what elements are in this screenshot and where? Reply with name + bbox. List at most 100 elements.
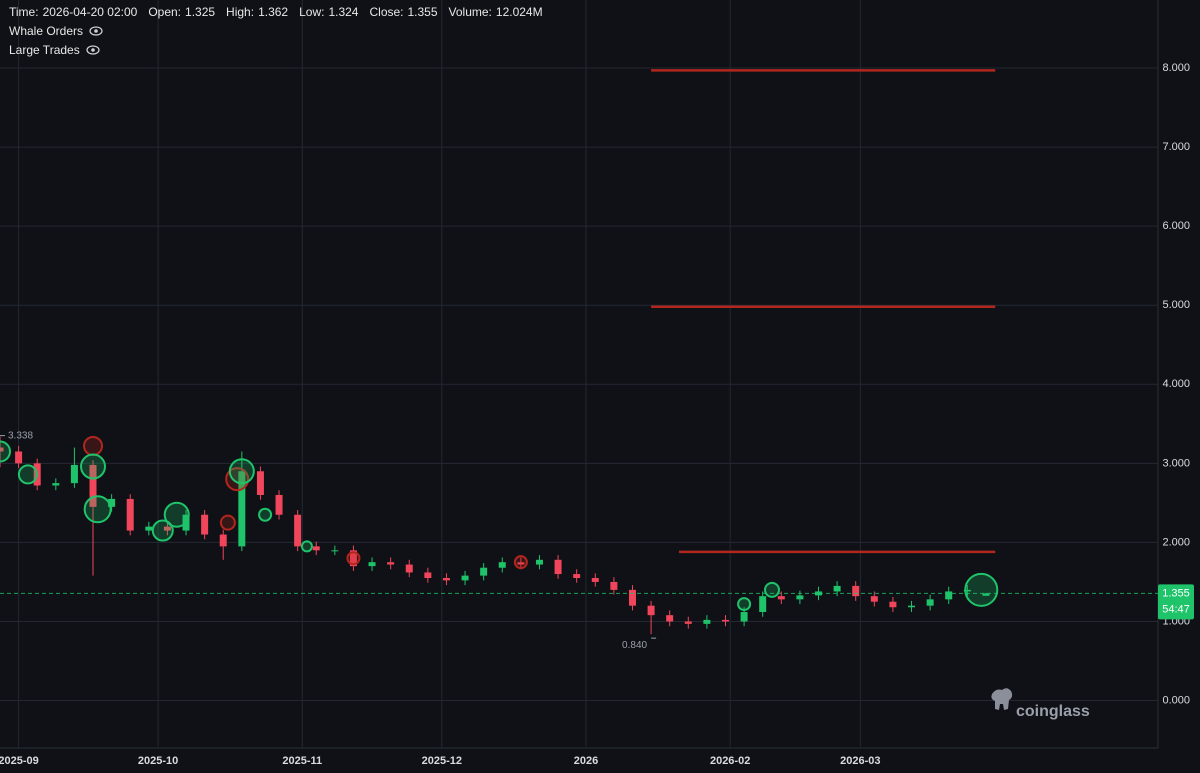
candle-body	[219, 534, 227, 547]
candle-body	[163, 526, 171, 531]
y-tick-label: 8.000	[1162, 62, 1190, 74]
y-tick-label: 3.000	[1162, 457, 1190, 469]
candle-body	[777, 596, 785, 600]
header-value: 12.024M	[495, 5, 543, 19]
candle-body	[852, 585, 860, 597]
header-label: Low:	[299, 5, 325, 19]
large-trade	[83, 435, 104, 456]
header-label: Close:	[369, 5, 404, 19]
overlay-toggle[interactable]: Large Trades	[9, 43, 100, 57]
header-label: Open:	[148, 5, 182, 19]
watermark-text: coinglass	[1016, 703, 1090, 720]
candle-body	[145, 526, 153, 531]
candle-body	[256, 471, 264, 495]
candle-body	[331, 550, 339, 552]
candle-body	[15, 451, 23, 464]
candle-body	[721, 619, 729, 622]
eye-icon[interactable]	[89, 26, 103, 36]
last-price-label: 1.355	[1162, 587, 1190, 599]
candle-body	[0, 447, 4, 452]
candle-body	[201, 514, 209, 535]
header-item: Close: 1.355	[369, 5, 437, 19]
y-tick-label: 5.000	[1162, 299, 1190, 311]
header-value: 1.324	[328, 5, 359, 19]
large-trade	[225, 467, 250, 492]
header-value: 1.355	[407, 5, 438, 19]
candle-body	[368, 562, 376, 567]
candle-body	[535, 559, 543, 565]
y-tick-label: 7.000	[1162, 141, 1190, 153]
watermark-logo	[991, 688, 1013, 710]
candle-body	[554, 559, 562, 575]
candle-body	[926, 599, 934, 606]
last-price-box	[1158, 584, 1194, 620]
candle-body	[945, 591, 953, 600]
overlay-label: Large Trades	[9, 43, 80, 57]
axes: 0.0001.0002.0003.0004.0005.0006.0007.000…	[0, 62, 1194, 767]
candle-body	[573, 574, 581, 578]
candle-body	[517, 562, 525, 565]
candle-body	[759, 596, 767, 612]
large-trade	[513, 555, 528, 570]
overlay-toggle[interactable]: Whale Orders	[9, 24, 103, 38]
header-label: High:	[226, 5, 255, 19]
candle-body	[405, 564, 413, 573]
ohlc-header: Time: 2026-04-20 02:00 Open: 1.325 High: 1.36…	[9, 5, 554, 19]
candle-body	[647, 605, 655, 616]
candle-body	[498, 562, 506, 568]
candle-body	[740, 612, 748, 622]
candle-body	[387, 562, 395, 565]
x-tick-label: 2026	[574, 755, 598, 767]
candle-body	[108, 498, 116, 507]
x-tick-label: 2025-10	[138, 755, 178, 767]
y-tick-label: 6.000	[1162, 220, 1190, 232]
candle-body	[275, 494, 283, 515]
candle-body	[684, 621, 692, 624]
candle-body	[591, 578, 599, 582]
header-item: High: 1.362	[226, 5, 288, 19]
candle-body	[442, 578, 450, 581]
candle-body	[424, 572, 432, 578]
candle-body	[628, 589, 636, 606]
large-trade	[346, 551, 361, 566]
eye-icon[interactable]	[86, 45, 100, 55]
large-trade	[0, 440, 11, 463]
large-trade	[258, 507, 273, 522]
header-value: 2026-04-20 02:00	[42, 5, 138, 19]
candle-body	[238, 471, 246, 547]
candle-body	[703, 619, 711, 624]
header-item: Low: 1.324	[299, 5, 358, 19]
candle-body	[833, 585, 841, 592]
candle-body	[815, 591, 823, 596]
large-trade	[80, 453, 107, 480]
candle-body	[70, 464, 78, 484]
y-tick-label: 0.000	[1162, 694, 1190, 706]
large-trade	[219, 514, 236, 531]
candle-body	[889, 601, 897, 608]
candle-body	[666, 615, 674, 622]
x-tick-label: 2025-09	[0, 755, 39, 767]
x-tick-label: 2026-03	[840, 755, 880, 767]
large-trade	[228, 458, 255, 485]
large-trade	[764, 581, 780, 598]
candle-body	[52, 483, 60, 486]
header-label: Volume:	[448, 5, 492, 19]
y-tick-label: 4.000	[1162, 378, 1190, 390]
candle-body	[870, 596, 878, 602]
large-trade	[151, 519, 174, 542]
header-item: Time: 2026-04-20 02:00	[9, 5, 137, 19]
header-item: Volume: 12.024M	[449, 5, 543, 19]
watermark-icon	[991, 688, 1013, 710]
candle-body	[461, 575, 469, 581]
candle-body	[982, 593, 990, 596]
candle-body	[796, 595, 804, 600]
grid	[0, 0, 1158, 748]
header-item: Open: 1.325	[148, 5, 215, 19]
x-tick-label: 2025-12	[422, 755, 462, 767]
candle-body	[349, 550, 357, 567]
candle-body	[126, 498, 134, 531]
annotation-label: 0.840	[622, 640, 647, 651]
